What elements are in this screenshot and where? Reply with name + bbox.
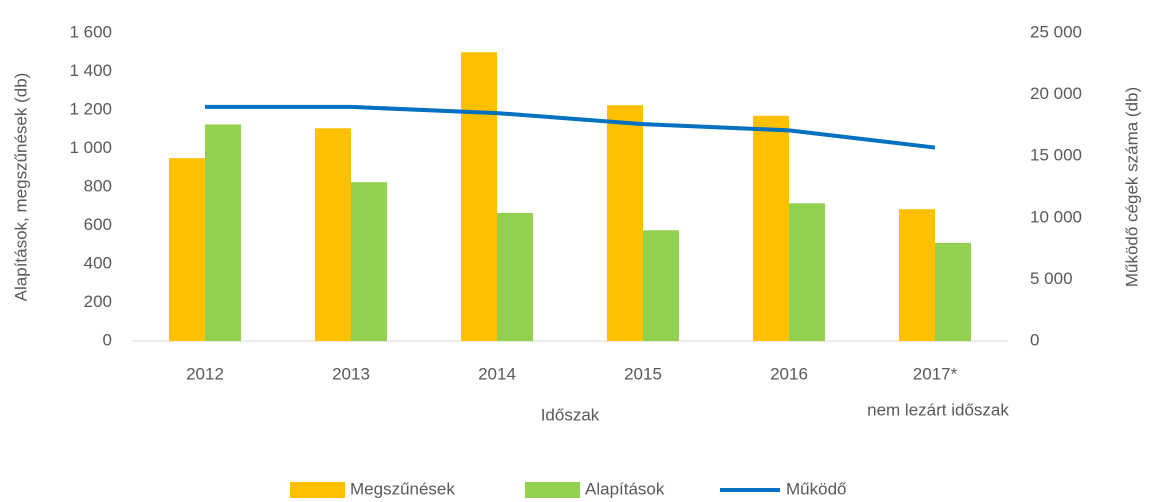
- bar: [607, 105, 643, 341]
- y-tick-label: 800: [84, 176, 112, 195]
- x-tick-label: 2016: [770, 364, 808, 383]
- y-axis-label: Alapítások, megszűnések (db): [11, 73, 30, 302]
- y-tick-label: 1 200: [69, 99, 112, 118]
- bar: [497, 212, 533, 341]
- y-tick-label: 1 600: [69, 22, 112, 41]
- line: [205, 104, 936, 150]
- bar: [899, 209, 935, 341]
- y-tick-label: 0: [103, 330, 112, 349]
- y2-tick-label: 0: [1030, 330, 1039, 349]
- legend-swatch: [525, 482, 580, 498]
- legend-swatch: [290, 482, 345, 498]
- y-tick-label: 1 400: [69, 61, 112, 80]
- x-tick-label: 2014: [478, 364, 516, 383]
- y-tick-label: 200: [84, 292, 112, 311]
- bar: [935, 242, 971, 341]
- bar: [315, 128, 351, 341]
- bar: [753, 115, 789, 342]
- legend-label: Működő: [786, 479, 846, 498]
- x-axis-label: Időszak: [541, 405, 600, 424]
- legend-label: Megszűnések: [350, 479, 455, 498]
- x-tick-label: 2017*: [913, 364, 958, 383]
- legend-label: Alapítások: [585, 479, 665, 498]
- x-tick-label: 2013: [332, 364, 370, 383]
- y2-tick-label: 15 000: [1030, 146, 1082, 165]
- y2-axis-label: Működő cégek száma (db): [1122, 87, 1141, 287]
- y2-tick-label: 5 000: [1030, 269, 1073, 288]
- y-tick-label: 1 000: [69, 138, 112, 157]
- x-tick-label: 2012: [186, 364, 224, 383]
- bar: [789, 203, 825, 341]
- bar: [461, 52, 497, 341]
- y-tick-label: 400: [84, 253, 112, 272]
- y-tick-label: 600: [84, 215, 112, 234]
- bar: [205, 124, 241, 341]
- x-tick-label: 2015: [624, 364, 662, 383]
- y2-tick-label: 10 000: [1030, 207, 1082, 226]
- y2-tick-label: 25 000: [1030, 22, 1082, 41]
- y2-tick-label: 20 000: [1030, 84, 1082, 103]
- bar: [643, 230, 679, 341]
- bar: [351, 182, 387, 341]
- annotation: nem lezárt időszak: [867, 400, 1009, 419]
- bar: [169, 158, 205, 341]
